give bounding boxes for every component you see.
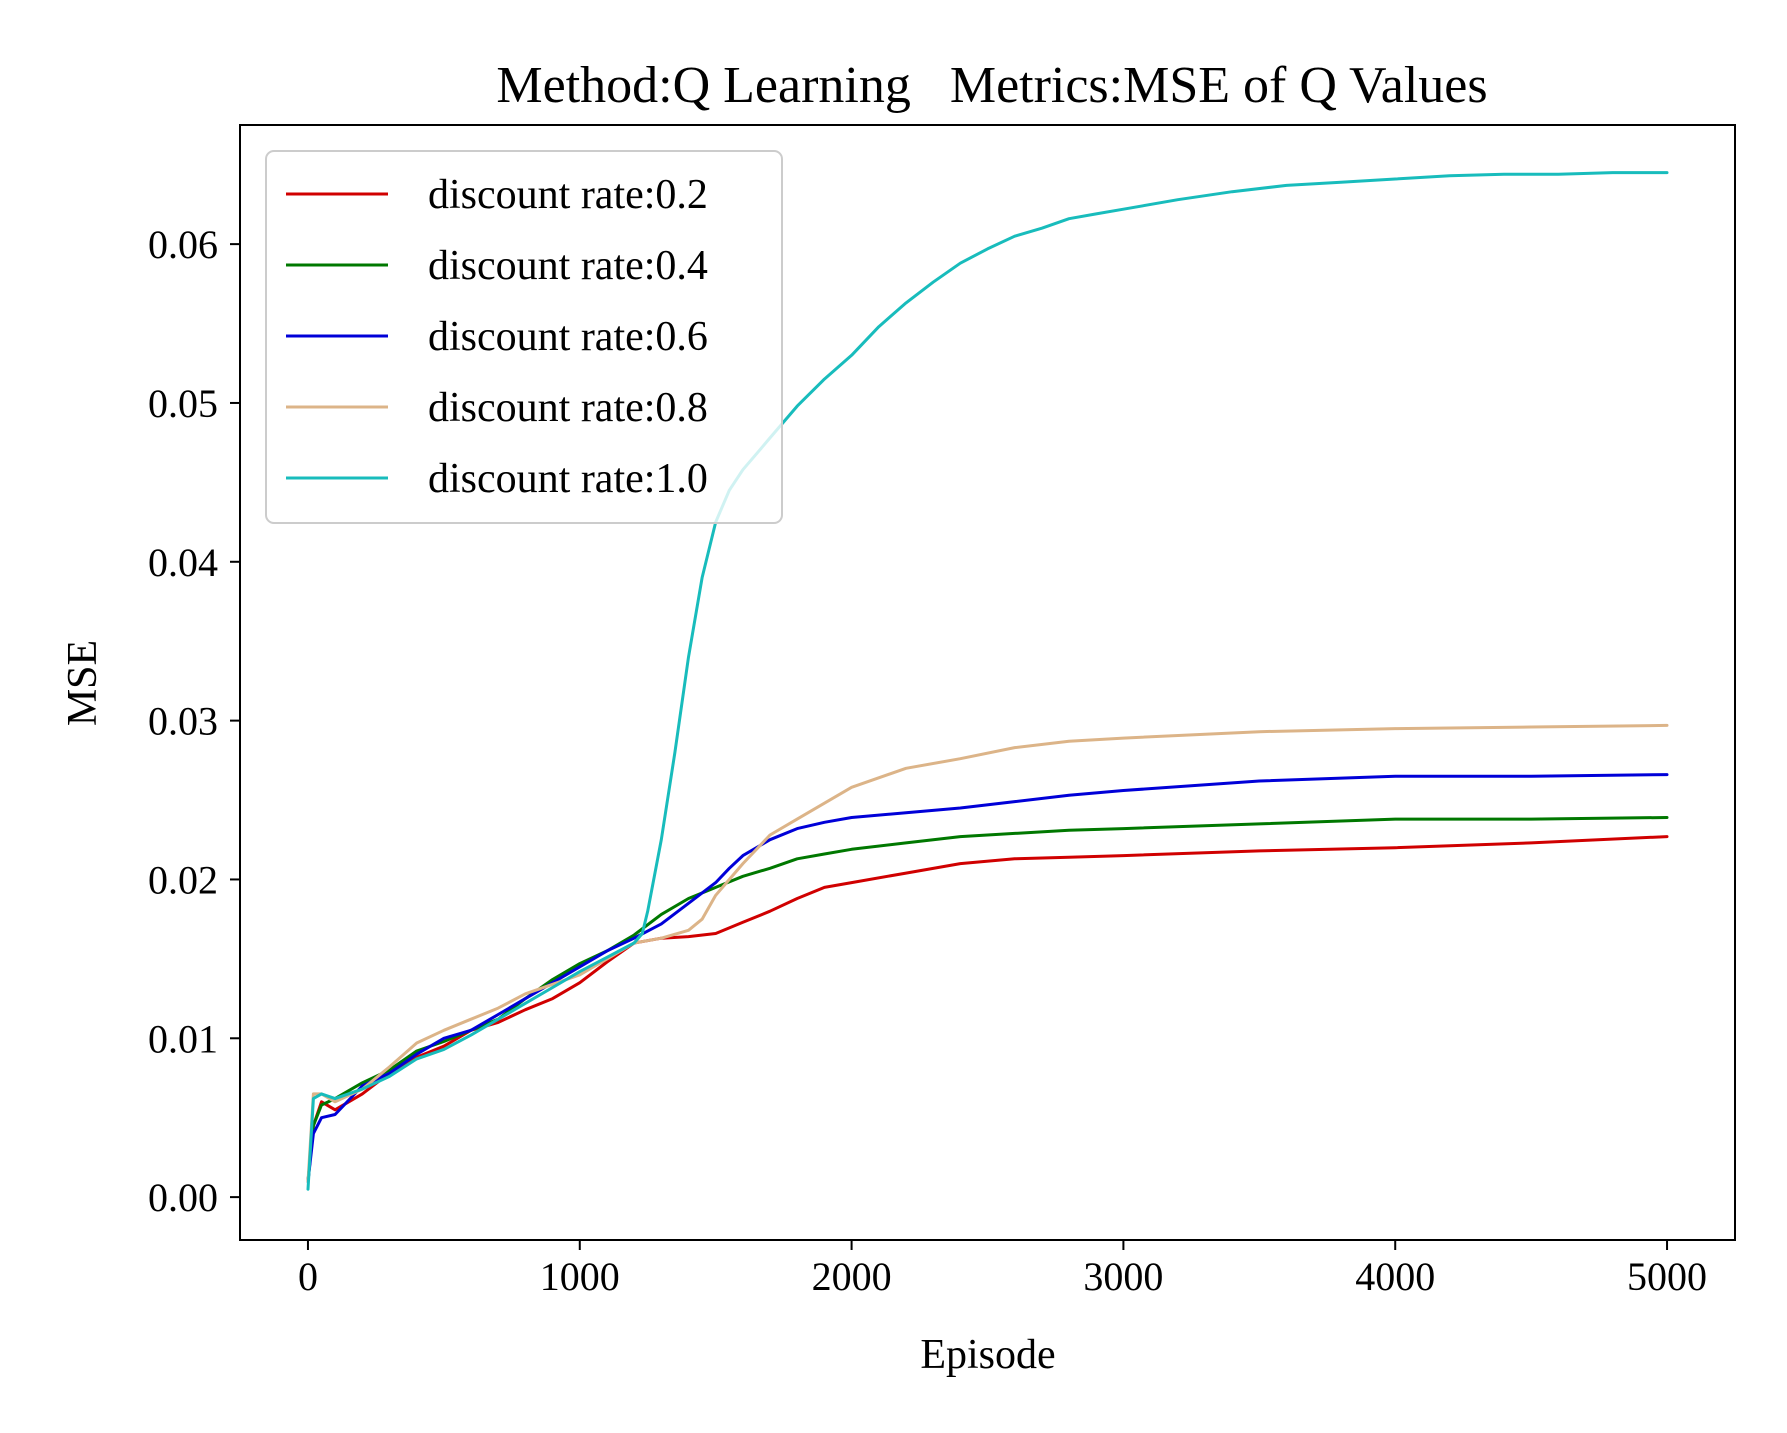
y-tick-label: 0.05 bbox=[148, 381, 218, 426]
legend-label-5: discount rate:1.0 bbox=[428, 456, 708, 502]
y-tick-label: 0.01 bbox=[148, 1016, 218, 1061]
x-tick-label: 2000 bbox=[812, 1254, 892, 1299]
y-tick-label: 0.02 bbox=[148, 857, 218, 902]
legend: discount rate:0.2 discount rate:0.4 discou… bbox=[265, 150, 783, 524]
y-tick-label: 0.00 bbox=[148, 1175, 218, 1220]
x-tick-label: 3000 bbox=[1083, 1254, 1163, 1299]
chart-title: Method:Q Learning Metrics:MSE of Q Value… bbox=[496, 57, 1487, 114]
series-line-3 bbox=[306, 773, 1669, 1183]
y-axis-label: MSE bbox=[60, 640, 106, 726]
x-tick-label: 4000 bbox=[1355, 1254, 1435, 1299]
y-tick-label: 0.06 bbox=[148, 222, 218, 267]
x-axis-label: Episode bbox=[920, 1332, 1055, 1378]
x-tick-label: 0 bbox=[298, 1254, 318, 1299]
legend-label-2: discount rate:0.4 bbox=[428, 243, 708, 289]
y-tick-label: 0.03 bbox=[148, 699, 218, 744]
x-axis-ticks: 0 1000 2000 3000 4000 5000 bbox=[298, 1240, 1707, 1299]
x-tick-label: 5000 bbox=[1627, 1254, 1707, 1299]
plot-area-frame bbox=[239, 124, 1736, 1241]
y-tick-label: 0.04 bbox=[148, 540, 218, 585]
x-tick-label: 1000 bbox=[540, 1254, 620, 1299]
legend-box bbox=[265, 150, 783, 524]
legend-label-4: discount rate:0.8 bbox=[428, 385, 708, 431]
legend-label-1: discount rate:0.2 bbox=[428, 172, 708, 218]
series-line-4 bbox=[306, 723, 1669, 1183]
legend-items: discount rate:0.2 discount rate:0.4 discou… bbox=[286, 172, 708, 502]
series-line-2 bbox=[306, 816, 1669, 1183]
series-layer bbox=[306, 171, 1669, 1191]
legend-label-3: discount rate:0.6 bbox=[428, 314, 708, 360]
y-axis-ticks: 0.00 0.01 0.02 0.03 0.04 0.05 0.06 bbox=[148, 222, 240, 1220]
